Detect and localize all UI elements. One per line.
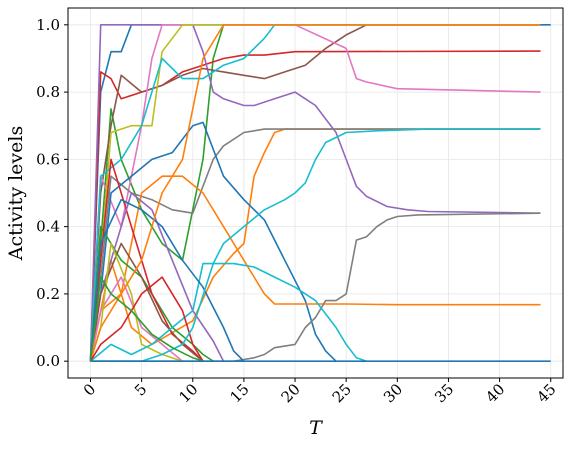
y-tick-label: 0.2 [36,285,60,303]
series-line-18 [90,212,541,362]
y-tick-label: 0.4 [36,218,60,236]
series-line-24 [90,262,367,362]
series-line-22 [89,24,541,362]
series-line-16 [89,242,204,362]
series-line-5 [89,24,541,362]
series-line-11 [89,121,337,362]
series-line-17 [89,276,184,362]
series-lines [89,24,551,362]
x-tick-label: 5 [131,380,150,399]
series-line-23 [89,276,204,362]
x-tick-label: 45 [533,380,559,406]
y-tick-label: 0.0 [36,352,60,370]
x-tick-label: 40 [482,380,508,406]
series-line-20 [89,128,541,362]
x-tick-label: 20 [278,380,304,406]
y-tick-label: 0.6 [36,150,60,168]
x-tick-label: 10 [175,380,201,406]
plot-frame [67,7,564,379]
y-tick-label: 0.8 [36,83,60,101]
series-line-2 [89,128,541,362]
series-line-10 [89,24,541,362]
x-tick-label: 25 [329,380,355,406]
x-axis-title: T [309,417,323,439]
x-tick-label: 35 [431,380,457,406]
x-tick-label: 30 [380,380,406,406]
y-axis-title: Activity levels [5,126,27,261]
series-line-6 [89,24,541,362]
y-tick-label: 1.0 [36,16,60,34]
series-line-3 [89,24,541,362]
x-tick-label: 15 [227,380,253,406]
series-line-4 [89,50,541,362]
x-tick-label: 0 [80,380,99,399]
series-line-12 [89,175,541,362]
series-line-25 [89,276,204,362]
series-line-8 [89,128,541,362]
series-line-9 [89,24,541,362]
series-line-21 [89,198,245,362]
